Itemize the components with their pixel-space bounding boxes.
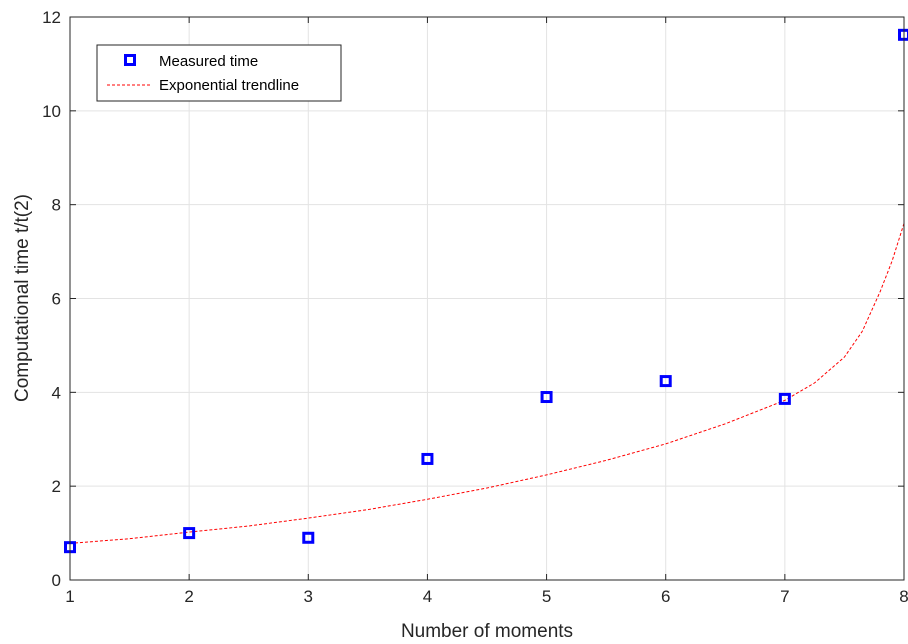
measured-time-point: [778, 392, 791, 405]
x-tick-label: 7: [780, 587, 789, 606]
measured-time-point: [659, 375, 672, 388]
x-tick-label: 8: [899, 587, 908, 606]
measured-time-point: [302, 531, 315, 544]
series-layer: [64, 28, 908, 554]
x-tick-label: 6: [661, 587, 670, 606]
y-tick-label: 10: [42, 102, 61, 121]
measured-time-point: [421, 452, 434, 465]
x-tick-label: 4: [423, 587, 432, 606]
y-tick-label: 8: [52, 196, 61, 215]
legend-marker-measured: [124, 54, 136, 66]
x-tick-label: 2: [184, 587, 193, 606]
legend-box: [96, 44, 342, 102]
legend: Measured time Exponential trendline: [96, 44, 342, 102]
y-axis-title: Computational time t/t(2): [12, 194, 33, 402]
measured-time-point: [540, 391, 553, 404]
x-axis-title: Number of moments: [401, 621, 573, 642]
y-tick-label: 6: [52, 290, 61, 309]
x-tick-label: 3: [304, 587, 313, 606]
measured-time-point: [183, 527, 196, 540]
legend-label-trendline: Exponential trendline: [159, 77, 299, 94]
x-tick-label: 1: [65, 587, 74, 606]
trendline-series-line: [69, 223, 905, 544]
x-tick-label: 5: [542, 587, 551, 606]
y-tick-label: 4: [52, 383, 61, 402]
y-tick-label: 0: [52, 571, 61, 590]
y-tick-label: 2: [52, 477, 61, 496]
y-tick-label: 12: [42, 8, 61, 27]
legend-label-measured: Measured time: [159, 53, 258, 70]
